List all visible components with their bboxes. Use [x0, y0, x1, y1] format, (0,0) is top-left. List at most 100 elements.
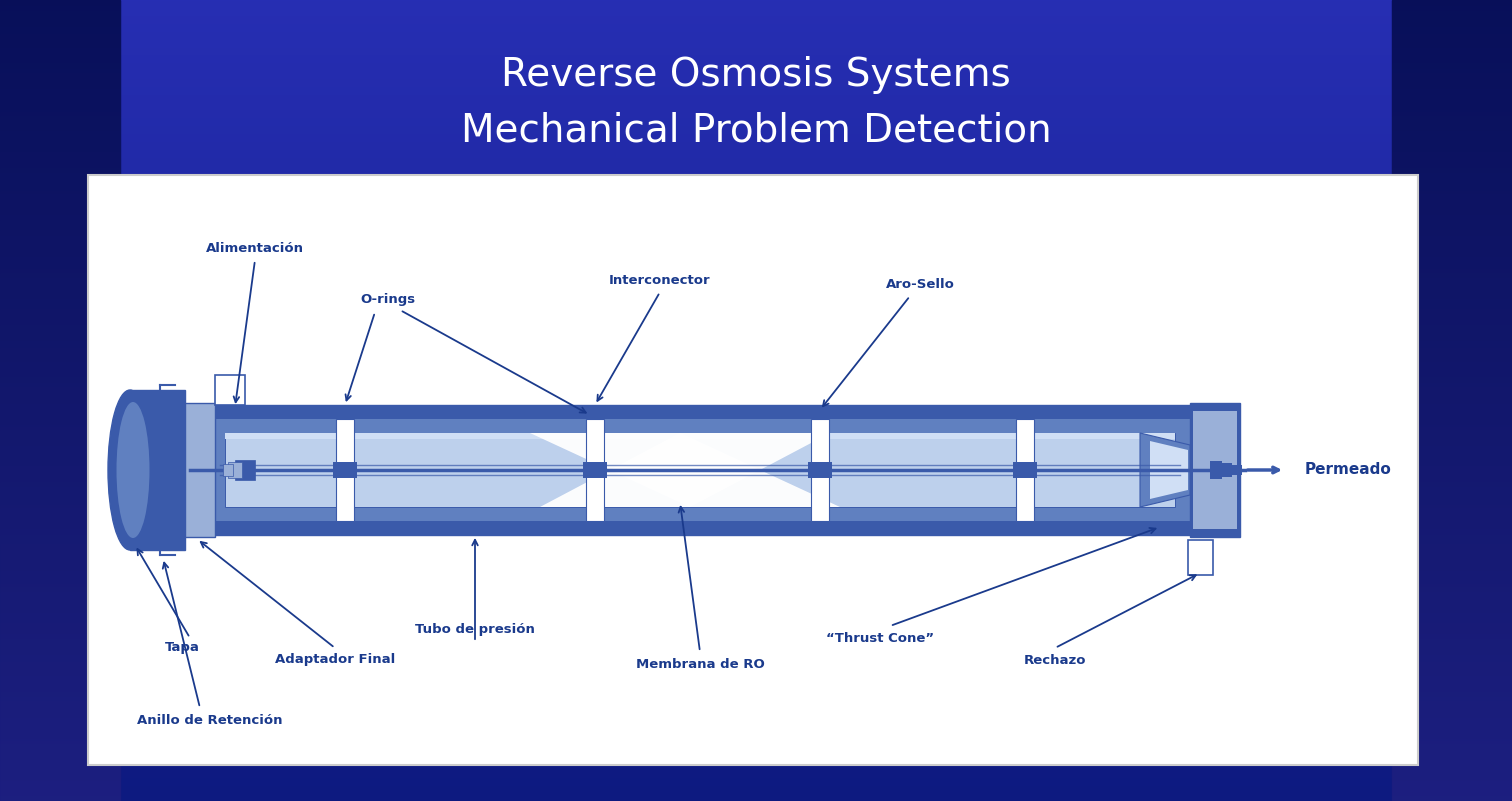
Bar — [0, 140, 1512, 141]
Bar — [1393, 188, 1512, 189]
Bar — [1393, 665, 1512, 666]
Bar — [0, 422, 1512, 423]
Bar — [0, 503, 119, 504]
Bar — [0, 219, 1512, 220]
Bar — [0, 405, 119, 406]
Bar — [591, 462, 599, 478]
Bar — [0, 248, 1512, 249]
Bar — [0, 337, 119, 338]
Bar — [0, 260, 1512, 261]
Bar — [807, 462, 816, 478]
Bar — [0, 712, 1512, 713]
Bar — [0, 597, 1512, 598]
Bar — [1393, 165, 1512, 166]
Bar — [0, 381, 1512, 382]
Bar — [0, 726, 1512, 727]
Bar — [0, 498, 119, 499]
Bar — [0, 724, 119, 725]
Bar — [0, 480, 119, 481]
Bar — [0, 644, 1512, 645]
Bar — [0, 705, 1512, 706]
Bar — [0, 85, 1512, 86]
Bar — [0, 110, 1512, 111]
Bar — [0, 677, 119, 678]
Bar — [0, 96, 119, 97]
Bar — [0, 112, 1512, 113]
Bar — [1393, 718, 1512, 719]
Bar — [0, 481, 119, 482]
Bar — [0, 545, 1512, 546]
Bar — [1393, 478, 1512, 479]
Bar — [1393, 378, 1512, 379]
Bar — [0, 586, 1512, 587]
Bar — [1393, 585, 1512, 586]
Bar — [0, 404, 1512, 405]
Bar — [0, 201, 119, 202]
Bar — [1393, 793, 1512, 794]
Bar — [0, 285, 1512, 286]
Bar — [1393, 404, 1512, 405]
Bar — [0, 515, 119, 516]
Bar — [0, 185, 119, 186]
Bar — [0, 645, 1512, 646]
Bar — [1393, 374, 1512, 375]
Bar — [1393, 657, 1512, 658]
Bar — [0, 787, 1512, 788]
Bar — [1393, 274, 1512, 275]
Bar — [0, 17, 119, 18]
Bar — [0, 662, 1512, 663]
Bar — [0, 408, 1512, 409]
Bar — [1393, 599, 1512, 600]
Bar — [0, 257, 119, 258]
Bar — [1393, 397, 1512, 398]
Bar — [1016, 419, 1034, 521]
Bar — [0, 186, 1512, 187]
Bar — [0, 247, 1512, 248]
Bar — [0, 618, 119, 619]
Circle shape — [816, 469, 824, 477]
Bar — [1393, 450, 1512, 451]
Bar — [1393, 360, 1512, 361]
Bar — [0, 97, 1512, 98]
Bar — [0, 735, 1512, 736]
Bar — [1393, 91, 1512, 92]
Bar — [1393, 373, 1512, 374]
Bar — [1393, 263, 1512, 264]
Bar — [0, 176, 119, 177]
Bar — [0, 694, 1512, 695]
Bar — [1393, 565, 1512, 566]
Bar — [0, 795, 119, 796]
Bar — [0, 596, 119, 597]
Bar — [0, 198, 119, 199]
Bar — [0, 228, 1512, 229]
Bar — [1393, 141, 1512, 142]
Bar — [1393, 603, 1512, 604]
Bar — [0, 767, 1512, 768]
Bar — [0, 235, 119, 236]
Bar — [1393, 179, 1512, 180]
Bar — [0, 207, 1512, 208]
Bar — [1393, 288, 1512, 289]
Bar — [0, 489, 119, 490]
Bar — [0, 625, 1512, 626]
Bar — [0, 199, 1512, 200]
Bar — [0, 418, 1512, 419]
Bar — [0, 546, 119, 547]
Bar — [1393, 508, 1512, 509]
Bar — [0, 776, 1512, 777]
Bar — [0, 304, 1512, 305]
Bar — [0, 53, 119, 54]
Bar — [1393, 338, 1512, 339]
Bar — [0, 619, 119, 620]
Bar — [0, 698, 1512, 699]
Bar — [0, 300, 1512, 301]
Bar — [0, 148, 1512, 149]
Bar — [1393, 387, 1512, 388]
Bar — [0, 744, 1512, 745]
Bar — [0, 305, 119, 306]
Bar — [0, 0, 1512, 1]
Bar — [1393, 563, 1512, 564]
Bar — [1393, 549, 1512, 550]
Bar — [0, 722, 119, 723]
Bar — [0, 706, 1512, 707]
